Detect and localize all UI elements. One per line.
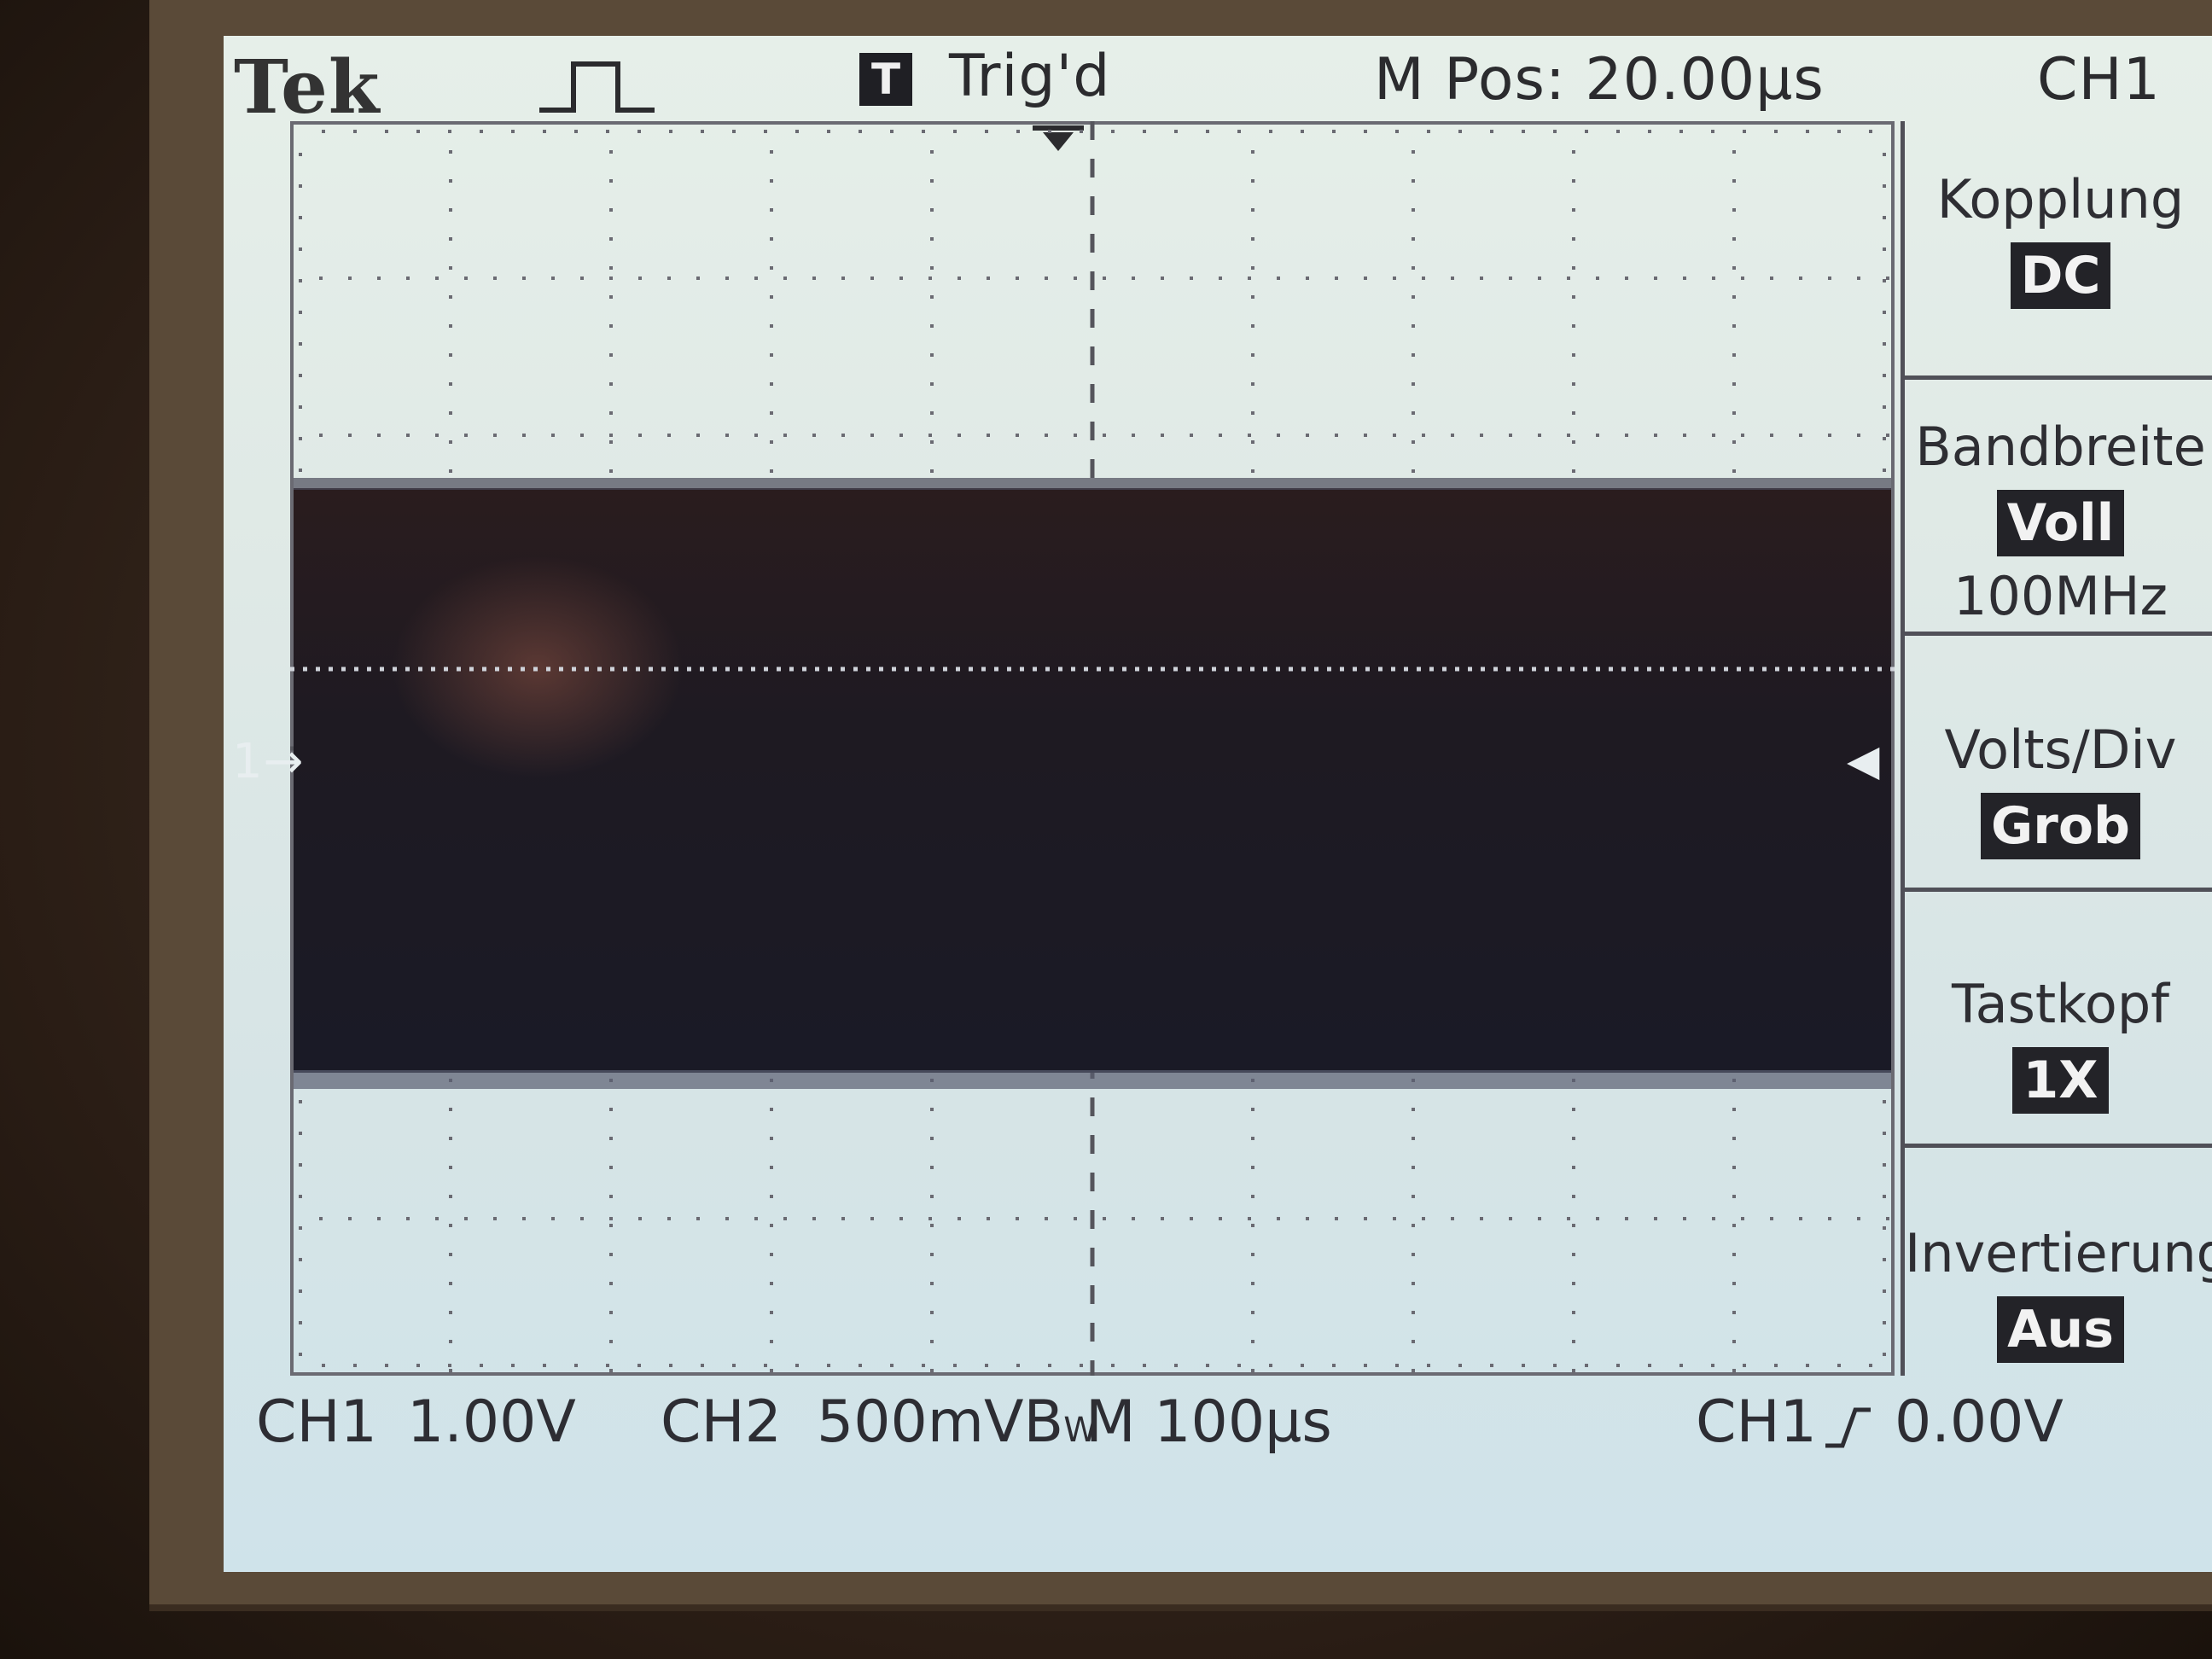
- ch2-label: CH2: [661, 1388, 782, 1456]
- ch1-scale: 1.00V: [407, 1388, 576, 1456]
- horizontal-position: M Pos: 20.00µs: [1374, 46, 1825, 114]
- menu-title-kopplung: Kopplung: [1936, 168, 2185, 230]
- active-channel: CH1: [2037, 46, 2161, 114]
- graticule: [290, 121, 1895, 1376]
- menu-item-bandbreite[interactable]: Bandbreite Voll 100MHz: [1905, 416, 2212, 627]
- rising-edge-icon: [1825, 1407, 1871, 1448]
- pulse-icon: [539, 61, 655, 113]
- menu-value-invertierung: Aus: [1997, 1296, 2124, 1363]
- brand-logo: Tek: [234, 44, 381, 131]
- menu-item-invertierung[interactable]: Invertierung Aus: [1905, 1222, 2212, 1363]
- channel1-ground-marker: 1→: [232, 734, 305, 789]
- menu-divider: [1905, 632, 2212, 636]
- graticule-svg: [290, 121, 1895, 1376]
- trigger-position-arrow-icon: [1033, 125, 1084, 151]
- trigger-source: CH1: [1696, 1388, 1817, 1456]
- menu-title-tastkopf: Tastkopf: [1951, 973, 2170, 1035]
- menu-title-bandbreite: Bandbreite: [1915, 416, 2206, 478]
- ch1-label: CH1: [256, 1388, 377, 1456]
- oscilloscope-screen: Tek T Trig'd M Pos: 20.00µs CH1: [224, 36, 2212, 1572]
- menu-item-volts-div[interactable]: Volts/Div Grob: [1905, 719, 2212, 859]
- menu-divider: [1905, 888, 2212, 892]
- trigger-level-marker-icon: ◀: [1847, 736, 1881, 785]
- menu-extra-bandwidth-limit: 100MHz: [1953, 565, 2168, 627]
- menu-title-volts-div: Volts/Div: [1944, 719, 2177, 781]
- ch2-scale-value: 500mVB: [817, 1388, 1064, 1456]
- menu-value-tastkopf: 1X: [2012, 1047, 2109, 1114]
- ch2-scale: 500mVBW: [817, 1388, 1097, 1456]
- trigger-level: 0.00V: [1895, 1388, 2064, 1456]
- menu-divider: [1905, 375, 2212, 380]
- menu-value-kopplung: DC: [2010, 242, 2111, 309]
- menu-value-bandbreite: Voll: [1996, 490, 2125, 556]
- menu-divider: [1905, 1144, 2212, 1148]
- bandwidth-limit-subscript: W: [1063, 1411, 1097, 1450]
- channel-menu: Kopplung DC Bandbreite Voll 100MHz Volts…: [1901, 121, 2212, 1376]
- menu-item-tastkopf[interactable]: Tastkopf 1X: [1905, 973, 2212, 1114]
- trigger-status: Trig'd: [949, 43, 1111, 110]
- menu-title-invertierung: Invertierung: [1905, 1222, 2212, 1284]
- edge-ticks: [290, 121, 1895, 1376]
- timebase: M 100µs: [1086, 1388, 1332, 1456]
- trigger-badge: T: [859, 53, 912, 106]
- menu-item-kopplung[interactable]: Kopplung DC: [1905, 168, 2212, 309]
- menu-value-volts-div: Grob: [1980, 793, 2140, 859]
